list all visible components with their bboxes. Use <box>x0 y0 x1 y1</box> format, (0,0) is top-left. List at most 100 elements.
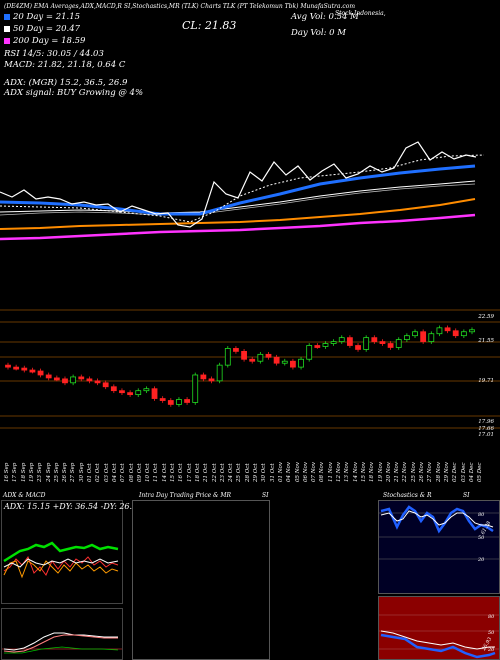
date-label: 28 Nov <box>435 462 442 482</box>
date-label: 06 Nov <box>302 462 309 482</box>
intraday-si-label: SI <box>262 492 269 499</box>
date-label: 17 Sep <box>12 462 19 482</box>
mrsi-blue-line <box>380 633 496 659</box>
ma20-line <box>0 164 476 216</box>
date-label: 15 Nov <box>360 462 367 482</box>
date-label: 10 Oct <box>145 463 152 482</box>
date-label: 18 Nov <box>369 462 376 482</box>
date-label: 25 Oct <box>236 463 243 482</box>
date-label: 08 Nov <box>319 462 326 482</box>
date-label: 21 Oct <box>203 463 210 482</box>
stoch-tick-50: 50 <box>478 535 485 541</box>
mrsi-white-line <box>380 630 495 650</box>
candle-body <box>420 331 427 342</box>
intraday-panel <box>132 500 270 660</box>
price-close-line <box>0 141 477 228</box>
date-axis: 16 Sep 17 Sep 18 Sep 19 Sep 23 Sep 24 Sep 25 S… <box>0 440 500 490</box>
date-label: 02 Oct <box>95 463 102 482</box>
adx-orange-line <box>3 560 119 579</box>
header-title: (DE4ZM) EMA Averages,ADX,MACD,R SI,Stoch… <box>4 3 356 10</box>
candle-body <box>322 343 329 347</box>
candle-body <box>70 376 77 384</box>
candle-body <box>13 366 20 370</box>
date-label: 04 Dec <box>468 462 475 483</box>
date-label: 01 Oct <box>87 463 93 482</box>
ma50-swatch <box>4 25 10 32</box>
date-label: 04 Nov <box>286 462 293 482</box>
candle-body <box>102 382 109 388</box>
intraday-title: Intra Day Trading Price & MR <box>139 492 232 499</box>
adx-signal-label: ADX signal: BUY Growing @ 4% <box>4 88 144 98</box>
price-dotted-line <box>0 154 485 223</box>
adx-plus-di-line <box>3 541 119 563</box>
date-label: 03 Dec <box>460 462 467 483</box>
stochastics-title: Stochastics & R <box>383 492 432 499</box>
ma20-swatch <box>4 13 10 20</box>
candle-body <box>53 377 60 381</box>
date-label: 22 Nov <box>402 462 409 482</box>
date-label: 16 Sep <box>4 462 10 482</box>
candle-body <box>371 337 378 342</box>
candle-body <box>281 360 288 364</box>
date-label: 01 Nov <box>277 462 284 482</box>
date-label: 31 Oct <box>269 463 276 482</box>
candle-body <box>379 341 386 344</box>
date-label: 23 Sep <box>37 462 44 482</box>
ma50-label: 50 Day = 20.47 <box>13 24 81 34</box>
candle-body <box>224 348 231 366</box>
date-label: 30 Oct <box>261 463 268 482</box>
candle-body <box>330 341 337 344</box>
macd-label: MACD: 21.82, 21.18, 0.64 C <box>4 60 126 70</box>
date-label: 12 Nov <box>336 462 342 482</box>
ma20-label: 20 Day = 21.15 <box>13 12 81 22</box>
stoch-tick-20: 20 <box>478 557 485 563</box>
price-level-5: 17.01 <box>478 432 494 438</box>
candle-body <box>387 343 394 348</box>
candle-body <box>62 378 68 384</box>
candle-body <box>151 388 158 399</box>
candle-body <box>469 329 475 333</box>
candle-body <box>233 348 239 352</box>
stoch-k-line <box>380 505 494 534</box>
date-label: 11 Nov <box>327 462 334 482</box>
date-label: 21 Nov <box>394 462 401 482</box>
candle-body <box>159 398 166 401</box>
candle-body <box>460 331 467 337</box>
date-label: 20 Nov <box>385 462 392 482</box>
price-level-4: 17.66 <box>478 426 494 432</box>
price-level-2: 19.71 <box>478 378 494 384</box>
candle-body <box>314 345 321 348</box>
stochastics-si-label: SI <box>463 492 470 499</box>
price-level-1: 21.55 <box>478 338 494 344</box>
date-label: 30 Sep <box>78 462 85 482</box>
date-label: 15 Oct <box>170 463 176 482</box>
candle-body <box>78 376 85 380</box>
candle-body <box>94 380 101 384</box>
mrsi-tick-50: 50 <box>488 630 495 636</box>
date-label: 09 Oct <box>136 463 143 482</box>
candle-body <box>110 386 117 392</box>
macd-white-line <box>3 632 118 651</box>
ma50-legend: 50 Day = 20.47 <box>4 24 80 34</box>
close-price-label: CL: 21.83 <box>182 19 237 32</box>
candle-body <box>37 370 44 376</box>
adx-label: ADX: (MGR) 15.2, 36.5, 26.9 <box>4 78 128 88</box>
candle-body <box>298 358 304 368</box>
candle-body <box>265 353 272 358</box>
candle-body <box>363 337 370 350</box>
macd-signal-line <box>3 634 118 653</box>
candle-body <box>21 367 28 371</box>
stoch-tick-80: 80 <box>478 512 485 518</box>
candle-body <box>249 358 256 362</box>
candle-body <box>192 374 199 403</box>
date-label: 14 Oct <box>161 463 168 482</box>
date-label: 23 Oct <box>219 463 226 482</box>
avg-volume-label: Avg Vol: 0.54 M <box>291 12 359 22</box>
candle-body <box>135 390 142 396</box>
rsi-label: RSI 14/5: 30.05 / 44.03 <box>4 49 104 59</box>
moving-average-chart <box>0 141 485 241</box>
date-label: 11 Oct <box>153 463 160 482</box>
candle-body <box>452 330 459 337</box>
macd-green-line <box>4 646 119 654</box>
adx-white-line <box>3 558 119 568</box>
